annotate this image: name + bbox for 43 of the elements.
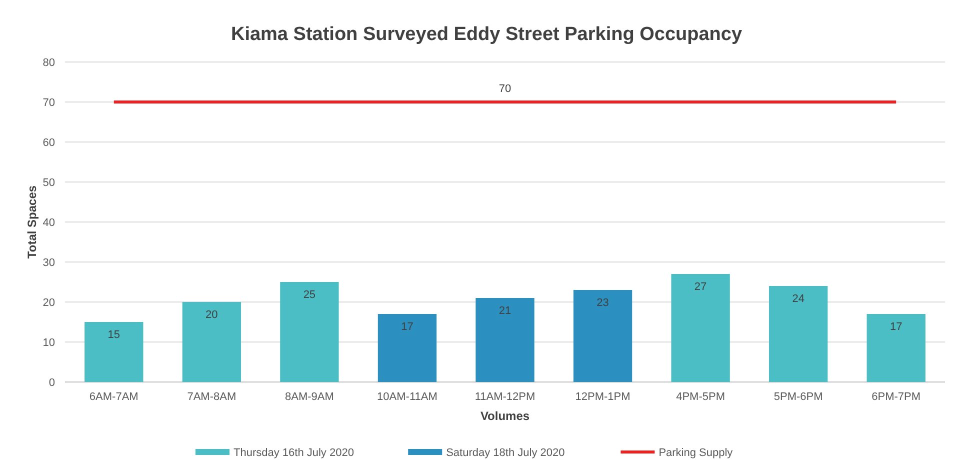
y-tick-label: 70 bbox=[42, 97, 55, 109]
bar bbox=[769, 286, 828, 382]
data-label: 27 bbox=[694, 281, 707, 293]
x-tick-label: 11AM-12PM bbox=[474, 391, 536, 403]
data-label: 17 bbox=[890, 321, 902, 333]
bar bbox=[671, 274, 730, 382]
x-tick-label: 8AM-9AM bbox=[284, 391, 334, 403]
x-tick-label: 10AM-11AM bbox=[377, 391, 438, 403]
bar bbox=[573, 290, 632, 382]
y-tick-label: 30 bbox=[42, 257, 55, 269]
y-tick-label: 10 bbox=[42, 337, 55, 349]
legend-label: Saturday 18th July 2020 bbox=[446, 447, 565, 459]
bar bbox=[280, 282, 339, 382]
x-tick-label: 5PM-6PM bbox=[774, 391, 823, 403]
bar bbox=[476, 298, 534, 382]
y-tick-label: 80 bbox=[42, 57, 55, 69]
bar bbox=[378, 314, 437, 382]
bar bbox=[866, 314, 926, 382]
x-tick-label: 6AM-7AM bbox=[89, 391, 138, 403]
legend-label: Parking Supply bbox=[658, 447, 734, 459]
y-tick-label: 50 bbox=[42, 177, 55, 189]
y-tick-label: 40 bbox=[42, 217, 55, 229]
x-tick-label: 6PM-7PM bbox=[872, 391, 921, 403]
legend-label: Thursday 16th July 2020 bbox=[234, 447, 354, 459]
y-tick-label: 20 bbox=[42, 297, 55, 309]
data-label: 23 bbox=[596, 297, 609, 309]
data-label: 25 bbox=[303, 289, 316, 301]
bar bbox=[84, 322, 144, 382]
x-tick-label: 12PM-1PM bbox=[575, 391, 630, 403]
data-label: 70 bbox=[498, 83, 512, 95]
y-axis-title: Total Spaces bbox=[25, 185, 39, 259]
data-label: 17 bbox=[401, 321, 414, 333]
data-label: 20 bbox=[206, 309, 218, 321]
data-label: 24 bbox=[792, 293, 804, 305]
y-tick-label: 60 bbox=[42, 137, 55, 149]
bar bbox=[182, 302, 241, 382]
data-label: 21 bbox=[498, 305, 512, 317]
x-tick-label: 4PM-5PM bbox=[676, 391, 726, 403]
x-tick-label: 7AM-8AM bbox=[187, 391, 236, 403]
y-tick-label: 0 bbox=[48, 377, 55, 389]
x-axis-title: Volumes bbox=[480, 409, 530, 423]
chart-title: Kiama Station Surveyed Eddy Street Parking Occupancy bbox=[230, 24, 742, 45]
data-label: 15 bbox=[108, 329, 120, 341]
